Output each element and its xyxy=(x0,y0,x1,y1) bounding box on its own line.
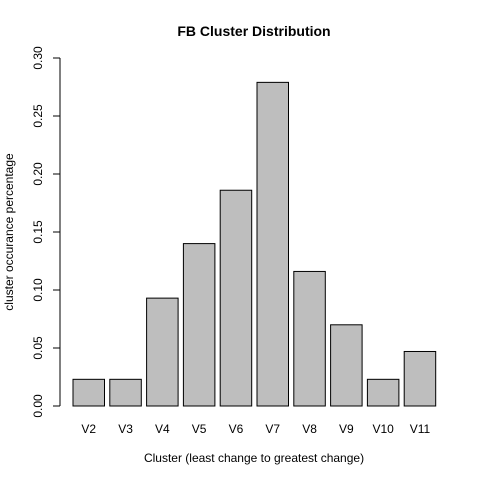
y-tick-label: 0.05 xyxy=(31,336,45,360)
y-tick-label: 0.15 xyxy=(31,220,45,244)
y-axis-label: cluster occurance percentage xyxy=(2,153,16,311)
x-tick-label: V9 xyxy=(339,422,354,436)
x-tick-labels: V2 V3 V4 V5 V6 V7 V8 V9 V10 V11 xyxy=(81,422,430,436)
x-tick-label: V5 xyxy=(192,422,207,436)
x-tick-label: V4 xyxy=(155,422,170,436)
bar-v3 xyxy=(109,378,142,407)
x-tick-label: V2 xyxy=(81,422,96,436)
bar-v8 xyxy=(293,270,326,407)
x-tick-label: V11 xyxy=(410,422,431,436)
x-axis-label: Cluster (least change to greatest change… xyxy=(144,451,364,465)
bar-v4 xyxy=(146,297,179,407)
y-tick-label: 0.00 xyxy=(31,394,45,418)
x-tick-label: V3 xyxy=(118,422,133,436)
y-tick-label: 0.20 xyxy=(31,162,45,186)
y-tick-label: 0.25 xyxy=(31,104,45,128)
y-axis: 0.00 0.05 0.10 0.15 0.20 0.25 0.30 xyxy=(31,46,61,418)
chart-title: FB Cluster Distribution xyxy=(177,23,330,39)
bars-group xyxy=(72,81,437,407)
x-tick-label: V10 xyxy=(372,422,394,436)
bar-v10 xyxy=(366,378,400,407)
x-tick-label: V8 xyxy=(302,422,317,436)
x-tick-label: V7 xyxy=(265,422,280,436)
bar-v6 xyxy=(219,189,253,407)
bar-v7 xyxy=(256,81,289,407)
y-tick-label: 0.30 xyxy=(31,46,45,70)
bar-v5 xyxy=(182,243,216,407)
bar-v2 xyxy=(72,378,105,407)
bar-v11 xyxy=(403,350,437,407)
x-tick-label: V6 xyxy=(229,422,244,436)
bar-v9 xyxy=(330,324,363,407)
y-tick-label: 0.10 xyxy=(31,278,45,302)
